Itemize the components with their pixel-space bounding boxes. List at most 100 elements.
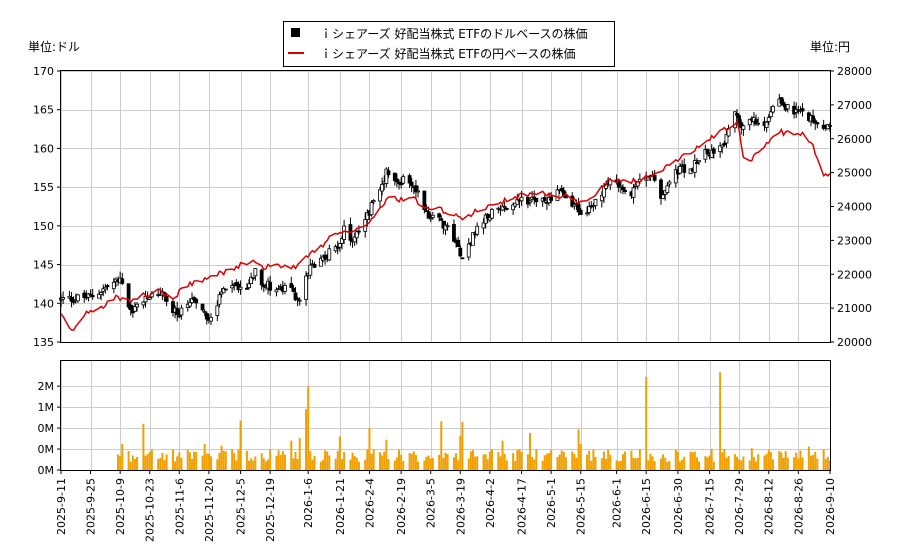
volume-bar bbox=[556, 457, 559, 470]
candle-body bbox=[247, 283, 251, 289]
candle-body bbox=[485, 213, 490, 219]
date-axis-tick-label: 2026-6-30 bbox=[672, 478, 685, 535]
volume-bar bbox=[769, 452, 772, 470]
volume-bar bbox=[795, 452, 798, 470]
volume-bar bbox=[706, 457, 709, 470]
volume-bar bbox=[340, 459, 343, 470]
volume-bar bbox=[178, 452, 181, 470]
candle-body bbox=[88, 293, 93, 296]
volume-bar bbox=[632, 458, 635, 470]
candle-body bbox=[164, 296, 169, 302]
candle-body bbox=[764, 121, 769, 129]
volume-bar bbox=[237, 449, 240, 470]
candle-body bbox=[409, 181, 414, 186]
volume-bar bbox=[440, 421, 443, 470]
volume-bar bbox=[801, 457, 804, 470]
volume-bar bbox=[564, 457, 567, 470]
candle-body bbox=[304, 275, 308, 300]
candle-body bbox=[456, 239, 461, 248]
volume-bar bbox=[269, 449, 272, 470]
volume-bar bbox=[725, 457, 728, 470]
candle-body bbox=[739, 122, 744, 129]
candle-body bbox=[733, 111, 737, 129]
candle-body bbox=[291, 287, 296, 292]
volume-bar bbox=[402, 460, 405, 470]
right-axis-tick-label: 24000 bbox=[837, 201, 872, 214]
candle-body bbox=[283, 284, 287, 292]
candle-body bbox=[179, 307, 184, 316]
volume-bar bbox=[562, 451, 565, 470]
date-axis: 2025-9-11 2025-9-25 2025-10-9 2025-10-23 202… bbox=[55, 470, 837, 542]
volume-bar bbox=[471, 450, 474, 470]
candle-body bbox=[785, 104, 790, 110]
volume-bar bbox=[698, 461, 701, 470]
left-axis-tick-label: 170 bbox=[33, 65, 54, 78]
volume-bar bbox=[482, 454, 485, 470]
candle-body bbox=[811, 115, 815, 123]
volume-bar bbox=[503, 453, 506, 470]
right-axis-tick-label: 22000 bbox=[837, 268, 872, 281]
candle-body bbox=[426, 211, 431, 219]
candle-body bbox=[532, 196, 537, 200]
volume-bar bbox=[752, 457, 755, 470]
volume-bar bbox=[621, 454, 624, 470]
right-axis-tick-label: 25000 bbox=[837, 167, 872, 180]
candle-body bbox=[439, 218, 444, 221]
candle-body bbox=[475, 225, 480, 235]
candle-body bbox=[502, 206, 507, 208]
volume-bar bbox=[651, 456, 654, 470]
volume-bar bbox=[767, 449, 770, 470]
candle-body bbox=[741, 125, 746, 130]
volume-bar bbox=[267, 459, 270, 470]
volume-bar bbox=[161, 452, 164, 470]
volume-bar bbox=[277, 450, 280, 470]
candle-body bbox=[82, 292, 87, 298]
volume-bar bbox=[560, 450, 563, 470]
volume-bar bbox=[689, 451, 692, 470]
volume-bar bbox=[782, 457, 785, 470]
candle-body bbox=[395, 178, 399, 183]
volume-bar bbox=[757, 454, 760, 470]
volume-bar bbox=[121, 444, 124, 470]
volume-bar bbox=[617, 461, 620, 470]
candle-body bbox=[407, 175, 412, 184]
candle-body bbox=[768, 111, 773, 117]
candle-body bbox=[259, 269, 264, 286]
candle-body bbox=[585, 212, 589, 215]
volume-bar bbox=[809, 455, 812, 470]
volume-bar bbox=[520, 451, 523, 470]
volume-bar bbox=[292, 458, 295, 470]
volume-bar bbox=[609, 454, 612, 470]
candle-body bbox=[618, 185, 623, 188]
volume-bar bbox=[638, 449, 641, 470]
candle-body bbox=[76, 294, 80, 302]
volume-bar bbox=[144, 455, 147, 470]
volume-bar bbox=[336, 450, 339, 470]
candle-body bbox=[460, 257, 465, 260]
volume-bar bbox=[307, 386, 310, 470]
volume-bar bbox=[148, 451, 151, 470]
candle-body bbox=[542, 197, 547, 201]
volume-axis-tick-label: 0M bbox=[38, 464, 55, 477]
date-axis-tick-label: 2026-4-2 bbox=[484, 478, 497, 528]
volume-bar bbox=[793, 457, 796, 470]
volume-bar bbox=[222, 450, 225, 470]
candle-body bbox=[177, 315, 182, 318]
volume-bar bbox=[531, 456, 534, 470]
candle-body bbox=[703, 149, 708, 160]
volume-bar bbox=[664, 457, 667, 470]
legend-usd-label: ｉシェアーズ 好配当株式 ETFのドルベースの株価 bbox=[320, 26, 588, 41]
volume-bar bbox=[294, 451, 297, 470]
candle-body bbox=[249, 276, 254, 284]
volume-axis: 0M 0M 0M 1M 2M bbox=[38, 380, 61, 477]
volume-bar bbox=[205, 453, 208, 470]
candle-body bbox=[682, 164, 687, 173]
volume-bar bbox=[431, 458, 434, 470]
candle-body bbox=[458, 247, 463, 257]
legend: ｉシェアーズ 好配当株式 ETFのドルベースの株価 ｉシェアーズ 好配当株式 E… bbox=[283, 21, 615, 67]
candle-body bbox=[800, 108, 805, 112]
candle-body bbox=[251, 276, 256, 279]
candle-body bbox=[593, 198, 598, 207]
volume-bar bbox=[476, 456, 479, 470]
candle-body bbox=[253, 268, 258, 277]
